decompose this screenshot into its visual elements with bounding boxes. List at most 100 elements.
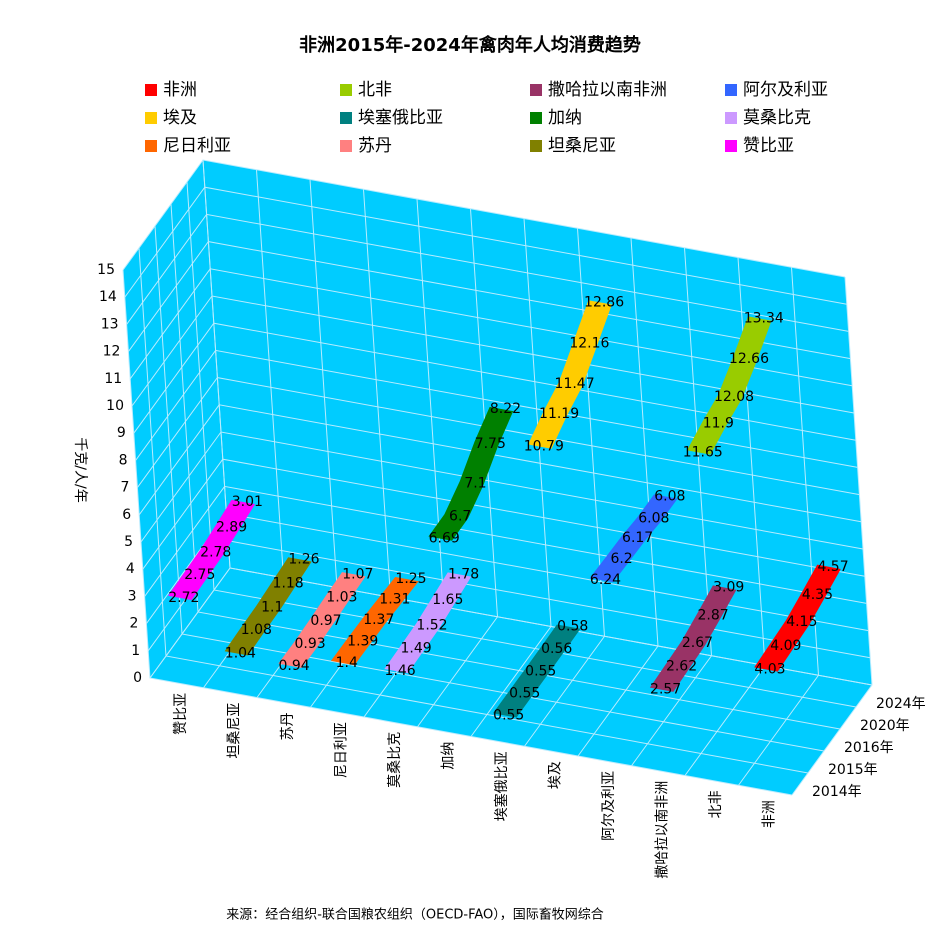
depth-label: 2015年: [828, 762, 878, 778]
data-label: 1.26: [288, 551, 319, 567]
legend-label: 坦桑尼亚: [548, 136, 616, 156]
data-label: 1.08: [241, 622, 272, 638]
grid-line: [133, 322, 856, 441]
data-label: 7.1: [464, 476, 486, 492]
data-label: 1.39: [347, 633, 378, 649]
data-label: 12.86: [584, 294, 624, 310]
data-label: 4.57: [817, 559, 848, 575]
data-label: 1.52: [416, 618, 447, 634]
legend-label: 非洲: [163, 80, 197, 100]
x-tick-label: 苏丹: [280, 712, 296, 740]
ribbon: [687, 316, 772, 455]
legend-swatch: [340, 140, 352, 152]
x-tick-label: 尼日利亚: [333, 722, 349, 778]
legend-swatch: [145, 84, 157, 96]
y-tick-label: 7: [120, 480, 129, 496]
legend-label: 赞比亚: [743, 136, 794, 156]
data-label: 12.08: [714, 389, 754, 405]
legend-label: 莫桑比克: [743, 108, 811, 128]
legend-label: 埃塞俄比亚: [358, 108, 443, 128]
grid-line: [138, 404, 862, 523]
y-tick-label: 11: [104, 371, 122, 387]
y-tick-label: 8: [119, 452, 128, 468]
legend-swatch: [340, 84, 352, 96]
data-label: 11.65: [683, 444, 723, 460]
data-label: 0.55: [525, 663, 556, 679]
ribbon: [528, 300, 612, 449]
data-label: 1.18: [273, 576, 304, 592]
data-label: 6.69: [429, 531, 460, 547]
ribbon: [278, 572, 366, 668]
y-axis-title: 千克/人/年: [72, 437, 88, 502]
data-label: 0.94: [278, 658, 309, 674]
y-tick-label: 2: [129, 616, 138, 632]
data-label: 11.9: [703, 416, 734, 432]
data-label: 4.03: [754, 662, 785, 678]
data-label: 3.01: [232, 494, 263, 510]
legend-label: 阿尔及利亚: [743, 80, 828, 100]
data-label: 0.58: [557, 619, 588, 635]
data-label: 10.79: [524, 439, 564, 455]
y-tick-label: 5: [124, 534, 133, 550]
data-label: 1.31: [379, 591, 410, 607]
legend-swatch: [145, 112, 157, 124]
data-label: 2.87: [697, 608, 728, 624]
grid-line: [142, 458, 865, 577]
legend-swatch: [530, 84, 542, 96]
x-tick-label: 阿尔及利亚: [601, 771, 617, 841]
grid-line: [122, 159, 846, 278]
data-label: 6.7: [449, 508, 471, 524]
depth-label: 2014年: [812, 784, 862, 800]
legend-label: 埃及: [163, 108, 197, 128]
y-tick-label: 3: [128, 588, 137, 604]
x-tick-label: 非洲: [761, 800, 777, 828]
y-tick-label: 10: [106, 398, 124, 414]
ribbon: [649, 585, 737, 692]
data-label: 13.34: [744, 311, 784, 327]
grid-line: [129, 268, 853, 387]
data-label: 0.93: [294, 636, 325, 652]
legend-swatch: [340, 112, 352, 124]
grid-line: [136, 377, 860, 496]
data-label: 0.56: [541, 641, 572, 657]
grid-line: [124, 186, 847, 305]
data-label: 4.09: [770, 638, 801, 654]
legend-label: 尼日利亚: [163, 136, 231, 156]
legend-swatch: [145, 140, 157, 152]
data-label: 3.09: [713, 580, 744, 596]
ribbon: [384, 572, 472, 674]
grid-line: [127, 241, 851, 360]
legend-label: 加纳: [548, 108, 582, 128]
grid-line: [135, 349, 858, 468]
y-tick-label: 14: [99, 289, 117, 305]
y-tick-label: 13: [101, 316, 119, 332]
data-label: 1.04: [225, 645, 256, 661]
legend-swatch: [725, 112, 737, 124]
ribbon: [589, 494, 678, 583]
data-label: 1.78: [448, 566, 479, 582]
data-label: 12.16: [569, 335, 609, 351]
data-label: 1.25: [395, 571, 426, 587]
data-label: 2.62: [666, 658, 697, 674]
x-tick-label: 撒哈拉以南非洲: [654, 781, 670, 879]
data-label: 1.4: [336, 655, 358, 671]
ribbon: [330, 576, 419, 666]
data-label: 4.35: [802, 587, 833, 603]
x-tick-label: 赞比亚: [173, 693, 189, 735]
grid-line: [149, 567, 873, 686]
data-label: 1.65: [432, 592, 463, 608]
ribbon: [492, 624, 581, 718]
data-label: 1.07: [342, 566, 373, 582]
data-label: 1.1: [261, 600, 283, 616]
data-label: 11.47: [555, 376, 595, 392]
ribbon: [754, 564, 841, 672]
data-label: 6.24: [590, 572, 621, 588]
depth-label: 2024年: [876, 696, 926, 712]
legend-swatch: [725, 140, 737, 152]
data-label: 6.08: [638, 510, 669, 526]
y-tick-label: 1: [131, 643, 140, 659]
data-label: 1.37: [363, 612, 394, 628]
data-label: 2.78: [200, 544, 231, 560]
data-label: 2.89: [216, 519, 247, 535]
